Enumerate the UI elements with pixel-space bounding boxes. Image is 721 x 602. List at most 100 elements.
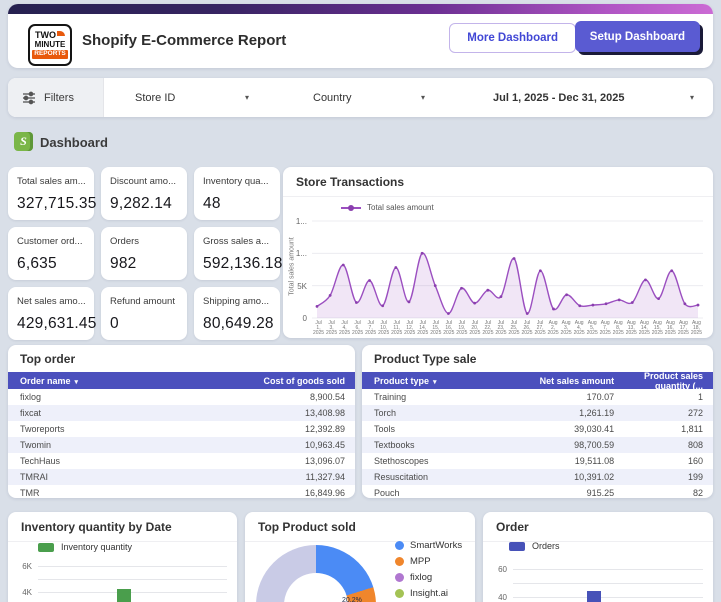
- y-tick-label: 0: [302, 314, 307, 323]
- date-range-value: Jul 1, 2025 - Dec 31, 2025: [493, 91, 625, 104]
- col-order-name[interactable]: Order name: [20, 375, 71, 386]
- x-tick-label: Jul 20, 2025: [469, 320, 481, 336]
- logo-line1: TWO: [35, 30, 56, 41]
- kpi-value: 327,715.35: [17, 195, 97, 212]
- sort-caret-icon: ▾: [433, 378, 437, 386]
- legend-item[interactable]: Insight.ai: [395, 588, 462, 599]
- product-type-rows: Training 170.07 1 Torch 1,261.19 272 Tools 39,0…: [362, 389, 713, 498]
- table-cell: 199: [687, 472, 703, 482]
- kpi-card: Discount amo... 9,282.14: [101, 167, 187, 220]
- legend-dot-icon: [395, 573, 404, 582]
- kpi-label: Discount amo...: [110, 176, 176, 187]
- x-tick-label: Jul 1, 2025: [312, 320, 325, 336]
- table-row: TMR 16,849.96: [8, 485, 355, 498]
- order-card: Order Orders 60 40: [483, 512, 713, 602]
- x-tick-label: Aug 5, 2025: [586, 320, 598, 336]
- table-cell: TechHaus: [20, 456, 61, 466]
- col-cost-of-goods-sold[interactable]: Cost of goods sold: [263, 375, 346, 386]
- table-cell: Stethoscopes: [374, 456, 429, 466]
- store-id-dropdown[interactable]: Store ID: [135, 78, 175, 117]
- table-cell: 170.07: [586, 392, 615, 402]
- pie-slice-label: 20.2%: [342, 597, 362, 602]
- date-range-dropdown[interactable]: Jul 1, 2025 - Dec 31, 2025: [493, 78, 624, 117]
- y-tick-label: 6K: [22, 562, 32, 571]
- x-tick-label: Aug 7, 2025: [599, 320, 611, 336]
- legend-item[interactable]: MPP: [395, 556, 462, 567]
- gridline: [38, 592, 227, 593]
- table-row: Stethoscopes 19,511.08 160: [362, 453, 713, 469]
- kpi-value: 429,631.45: [17, 315, 97, 332]
- inventory-by-date-title: Inventory quantity by Date: [8, 512, 237, 542]
- x-tick-label: Jul 4, 2025: [339, 320, 351, 336]
- logo-line2: MINUTE: [34, 40, 66, 50]
- order-legend[interactable]: Orders: [509, 541, 560, 551]
- table-cell: 1,261.19: [579, 408, 615, 418]
- logo-line3: REPORTS: [32, 50, 68, 59]
- header: TWO MINUTE REPORTS Shopify E-Commerce Re…: [8, 4, 713, 68]
- table-cell: fixcat: [20, 408, 42, 418]
- order-title: Order: [483, 512, 713, 542]
- kpi-label: Orders: [110, 236, 140, 247]
- product-type-sale-header[interactable]: Product type ▾ Net sales amount Product s…: [362, 370, 713, 391]
- setup-dashboard-button[interactable]: Setup Dashboard: [574, 21, 700, 52]
- x-tick-label: Aug 18, 2025: [690, 320, 702, 336]
- legend-label: Insight.ai: [410, 588, 449, 599]
- legend-dot-icon: [395, 589, 404, 598]
- legend-item[interactable]: fixlog: [395, 572, 462, 583]
- gridline: [513, 597, 703, 598]
- donut-hole: [284, 573, 348, 602]
- legend-item[interactable]: SmartWorks: [395, 540, 462, 551]
- top-order-header[interactable]: Order name ▾ Cost of goods sold: [8, 372, 355, 389]
- store-transactions-legend[interactable]: Total sales amount: [341, 203, 434, 212]
- table-row: Twomin 10,963.45: [8, 437, 355, 453]
- legend-label: Total sales amount: [367, 203, 434, 212]
- table-cell: TMRAI: [20, 472, 48, 482]
- shopify-icon: S: [14, 132, 33, 151]
- kpi-card: Shipping amo... 80,649.28: [194, 287, 280, 340]
- x-tick-label: Jul 15, 2025: [430, 320, 442, 336]
- top-product-legend: SmartWorks MPP fixlog Insight.ai: [395, 540, 462, 599]
- y-tick-label: 4K: [22, 588, 32, 597]
- x-tick-label: Aug 16, 2025: [664, 320, 676, 336]
- col-net-sales-amount[interactable]: Net sales amount: [539, 375, 615, 386]
- store-transactions-line-chart: [312, 220, 703, 319]
- table-cell: Pouch: [374, 488, 400, 498]
- y-tick-label: 1...: [295, 249, 307, 259]
- top-product-sold-card: Top Product sold 20.2%25% SmartWorks MPP f…: [245, 512, 475, 602]
- country-caret-icon[interactable]: ▾: [421, 93, 426, 102]
- x-tick-label: Jul 10, 2025: [378, 320, 390, 336]
- table-cell: 13,096.07: [304, 456, 345, 466]
- legend-label: SmartWorks: [410, 540, 463, 551]
- table-cell: 10,391.02: [574, 472, 615, 482]
- date-range-caret-icon[interactable]: ▾: [690, 93, 695, 102]
- legend-label: Inventory quantity: [61, 542, 133, 552]
- kpi-card: Total sales am... 327,715.35: [8, 167, 97, 220]
- col-product-sales-quantity[interactable]: Product sales quantity (...: [643, 370, 703, 391]
- kpi-card: Inventory qua... 48: [194, 167, 280, 220]
- x-tick-label: Aug 13, 2025: [625, 320, 637, 336]
- store-id-caret-icon[interactable]: ▾: [245, 93, 250, 102]
- filters-button[interactable]: Filters: [8, 78, 104, 117]
- top-product-sold-title: Top Product sold: [245, 512, 475, 542]
- x-tick-label: Aug 17, 2025: [677, 320, 689, 336]
- kpi-label: Customer ord...: [17, 236, 83, 247]
- kpi-value: 0: [110, 315, 119, 332]
- y-axis-label: Total sales amount: [288, 237, 296, 296]
- kpi-label: Refund amount: [110, 296, 175, 307]
- kpi-value: 80,649.28: [203, 315, 274, 332]
- kpi-card: Net sales amo... 429,631.45: [8, 287, 97, 340]
- x-tick-label: Jul 6, 2025: [352, 320, 364, 336]
- x-tick-label: Jul 19, 2025: [456, 320, 468, 336]
- more-dashboard-button[interactable]: More Dashboard: [449, 23, 576, 53]
- inventory-legend[interactable]: Inventory quantity: [38, 542, 132, 552]
- col-product-type[interactable]: Product type: [374, 375, 430, 386]
- filters-label: Filters: [44, 91, 74, 104]
- y-tick-label: 60: [498, 565, 507, 574]
- table-row: Tools 39,030.41 1,811: [362, 421, 713, 437]
- country-dropdown[interactable]: Country: [313, 78, 352, 117]
- x-tick-label: Jul 16, 2025: [443, 320, 455, 336]
- table-cell: 98,700.59: [574, 440, 615, 450]
- x-tick-label: Aug 14, 2025: [638, 320, 650, 336]
- x-tick-label: Jul 14, 2025: [417, 320, 429, 336]
- x-tick-label: Jul 23, 2025: [495, 320, 507, 336]
